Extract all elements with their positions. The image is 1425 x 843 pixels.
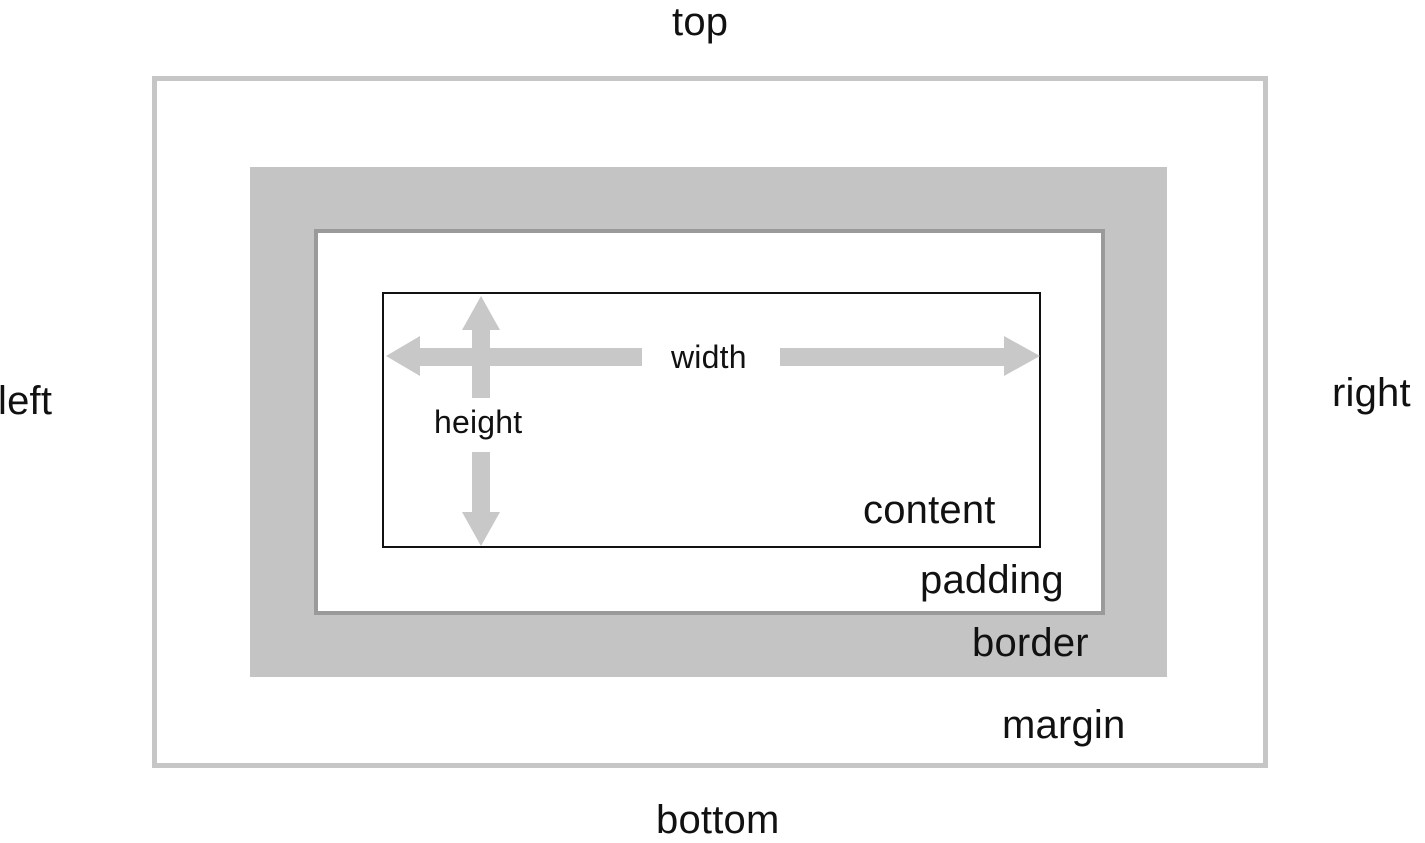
side-label-bottom: bottom	[656, 798, 780, 842]
border-label: border	[972, 621, 1089, 665]
margin-label: margin	[1002, 703, 1126, 747]
side-label-left: left	[0, 379, 53, 423]
padding-label: padding	[920, 558, 1064, 602]
width-label: width	[671, 339, 747, 375]
margin-box	[152, 76, 1268, 768]
side-label-right: right	[1332, 371, 1411, 415]
height-label: height	[434, 404, 523, 440]
content-label: content	[863, 488, 996, 532]
side-label-top: top	[672, 0, 729, 44]
